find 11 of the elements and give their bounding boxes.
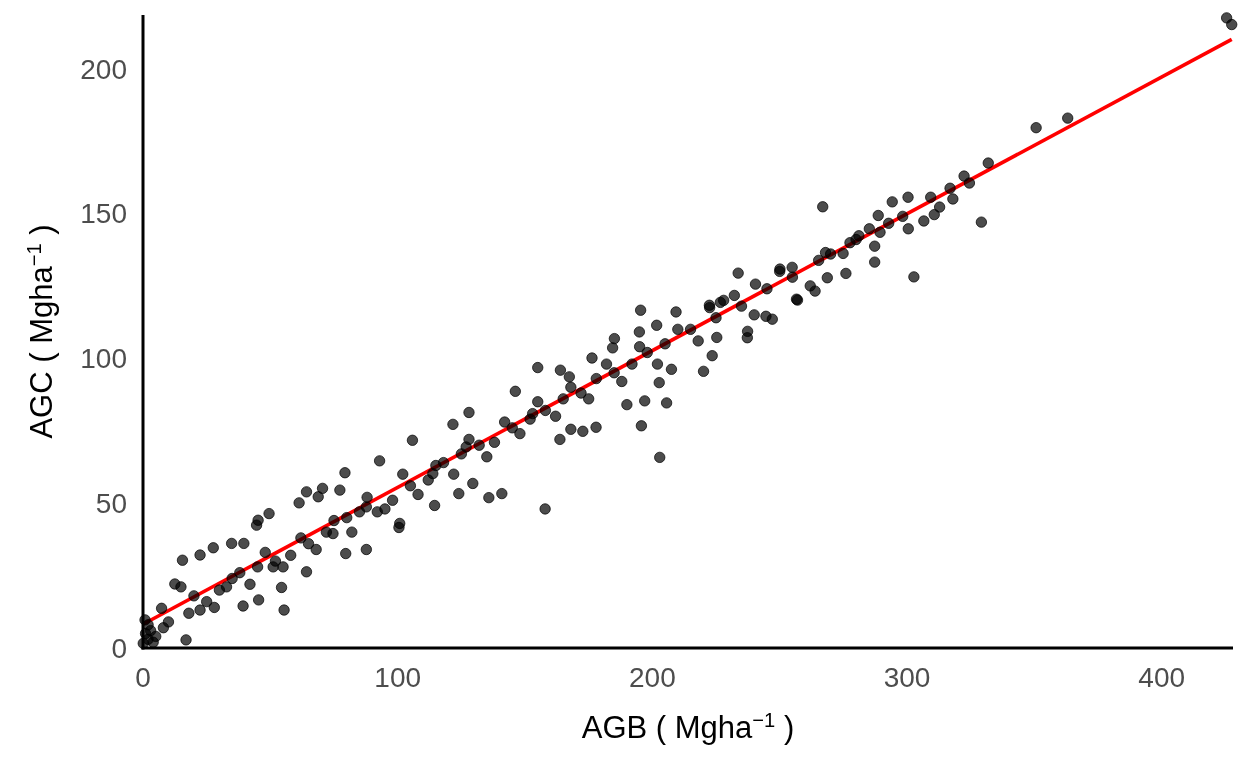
y-tick-label: 0 bbox=[111, 633, 127, 664]
y-tick-label: 100 bbox=[80, 343, 127, 375]
y-tick-label: 200 bbox=[80, 53, 127, 85]
x-tick-label: 300 bbox=[883, 662, 931, 693]
x-tick-label: 100 bbox=[374, 662, 422, 693]
y-tick-label: 50 bbox=[95, 488, 127, 520]
y-tick-label: 150 bbox=[80, 198, 127, 230]
x-tick-label: 200 bbox=[628, 662, 676, 693]
x-tick-label: 0 bbox=[135, 662, 151, 693]
x-tick-label: 400 bbox=[1138, 662, 1186, 693]
x-axis-title: AGB ( Mgha$^{−1}$ ) bbox=[581, 709, 795, 745]
